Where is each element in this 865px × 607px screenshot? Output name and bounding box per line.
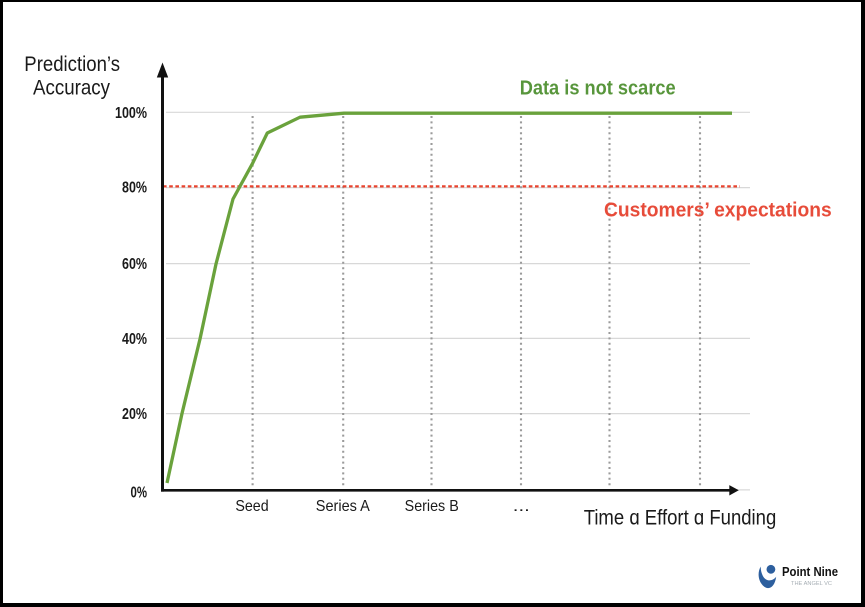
svg-text:Data is not scarce: Data is not scarce bbox=[520, 78, 676, 100]
svg-text:...: ... bbox=[513, 498, 530, 515]
svg-text:40%: 40% bbox=[122, 331, 147, 348]
svg-text:100%: 100% bbox=[115, 105, 147, 122]
svg-text:Time ɑ Effort ɑ Funding: Time ɑ Effort ɑ Funding bbox=[584, 506, 777, 529]
svg-text:Seed: Seed bbox=[235, 498, 268, 515]
svg-text:0%: 0% bbox=[131, 484, 148, 501]
svg-text:Prediction’s: Prediction’s bbox=[24, 52, 120, 76]
svg-text:Series B: Series B bbox=[405, 498, 459, 515]
svg-text:Point Nine: Point Nine bbox=[782, 565, 838, 579]
svg-text:60%: 60% bbox=[122, 256, 147, 273]
svg-text:80%: 80% bbox=[122, 180, 147, 197]
svg-text:Series A: Series A bbox=[316, 498, 370, 515]
svg-text:Customers’ expectations: Customers’ expectations bbox=[604, 200, 832, 222]
svg-text:THE ANGEL VC: THE ANGEL VC bbox=[791, 581, 832, 587]
svg-text:Accuracy: Accuracy bbox=[33, 75, 110, 99]
svg-text:20%: 20% bbox=[122, 406, 147, 423]
